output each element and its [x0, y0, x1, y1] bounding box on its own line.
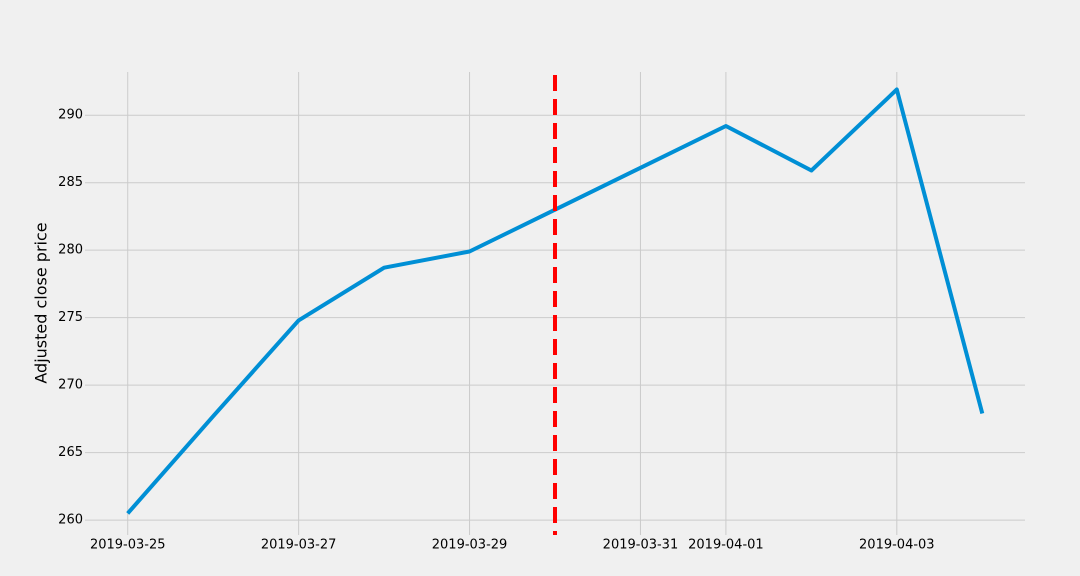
y-tick-label: 265	[58, 445, 83, 460]
x-tick-label: 2019-03-29	[432, 538, 508, 553]
x-tick-label: 2019-03-25	[90, 538, 166, 553]
y-tick-label: 275	[58, 310, 83, 325]
y-tick-label: 260	[58, 513, 83, 528]
x-tick-label: 2019-03-31	[603, 538, 679, 553]
x-tick-label: 2019-04-03	[859, 538, 935, 553]
y-tick-label: 290	[58, 108, 83, 123]
y-tick-label: 285	[58, 175, 83, 190]
x-tick-label: 2019-04-01	[688, 538, 764, 553]
y-axis-label: Adjusted close price	[32, 222, 51, 383]
x-tick-label: 2019-03-27	[261, 538, 337, 553]
y-tick-label: 280	[58, 243, 83, 258]
y-tick-label: 270	[58, 378, 83, 393]
